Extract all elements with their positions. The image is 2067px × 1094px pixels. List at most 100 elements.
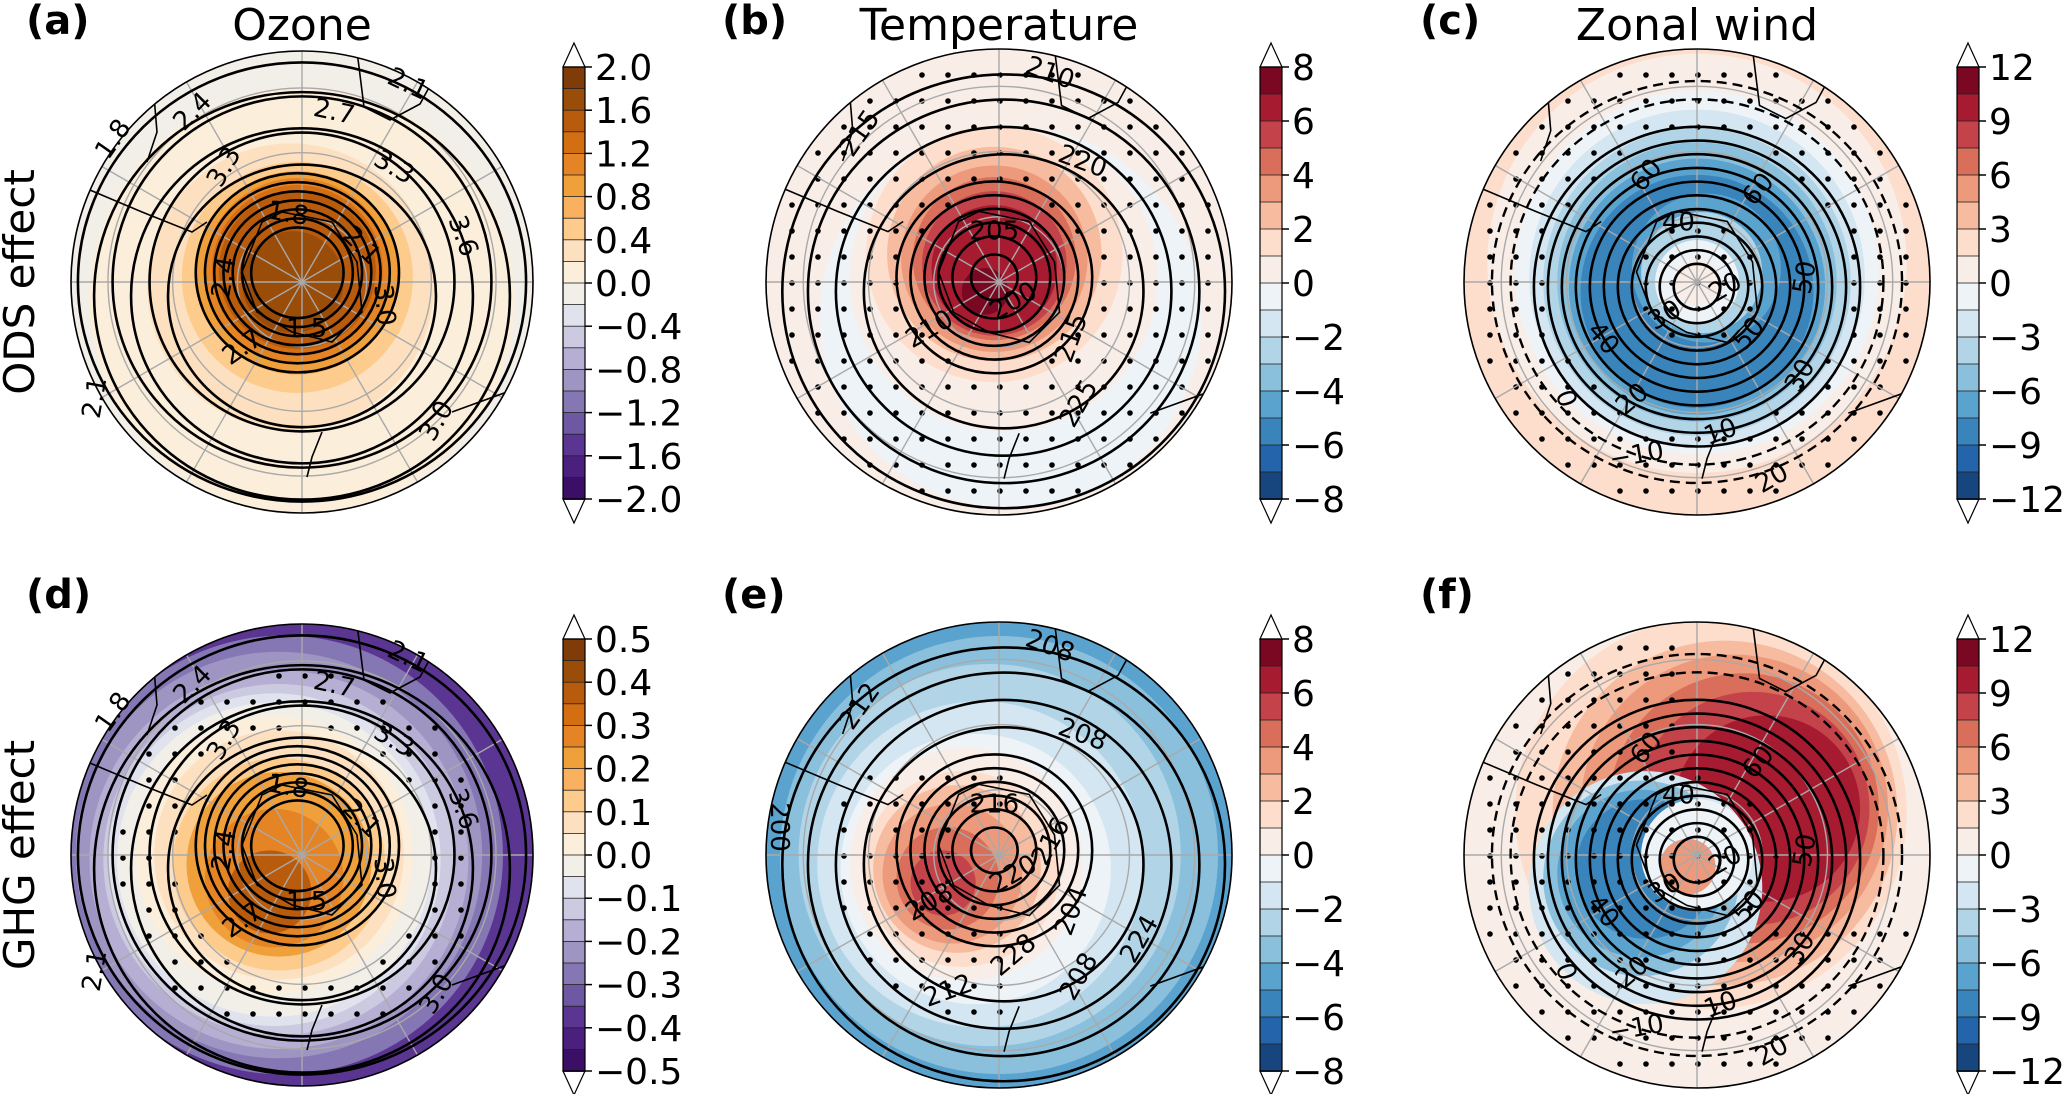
stipple-dot xyxy=(971,905,977,911)
stipple-dot xyxy=(1747,124,1753,130)
stipple-dot xyxy=(1487,254,1493,260)
stipple-dot xyxy=(893,905,899,911)
stipple-dot xyxy=(1903,228,1909,234)
colorbar-tick-label: 6 xyxy=(1292,674,1315,715)
stipple-dot xyxy=(815,332,821,338)
stipple-dot xyxy=(971,410,977,416)
colorbar-bin xyxy=(1956,773,1980,802)
contour-line xyxy=(92,90,512,501)
stipple-dot xyxy=(1669,488,1675,494)
colorbar-bin xyxy=(1259,228,1283,257)
stipple-dot xyxy=(1539,358,1545,364)
contour-line xyxy=(806,98,1201,485)
colorbar-bin xyxy=(1259,201,1283,230)
contour-line xyxy=(969,826,1019,875)
colorbar-tick-label: 0.2 xyxy=(595,750,652,791)
stipple-dot xyxy=(1049,72,1055,78)
stipple-dot xyxy=(1023,176,1029,182)
stipple-dot xyxy=(1617,645,1623,651)
colorbar-bin xyxy=(1956,638,1980,667)
map-area xyxy=(71,624,533,1086)
stipple-dot xyxy=(1825,176,1831,182)
stipple-dot xyxy=(276,985,282,991)
stipple-dot xyxy=(328,1011,334,1017)
stipple-dot xyxy=(1825,462,1831,468)
contour-line xyxy=(166,736,438,1002)
stipple-dot xyxy=(1617,1035,1623,1041)
panel-letter-e: (e) xyxy=(722,572,786,618)
stipple-dot xyxy=(945,384,951,390)
graticule xyxy=(1464,49,1930,515)
contour-label: 216 xyxy=(970,790,1020,820)
colorbar-bin xyxy=(562,304,586,328)
stipple-dot xyxy=(841,202,847,208)
contour-line xyxy=(834,698,1173,1031)
colorbar-bin xyxy=(1259,363,1283,392)
colorbar-bin xyxy=(1259,336,1283,365)
stipple-dot xyxy=(893,436,899,442)
stipple-dot xyxy=(1539,436,1545,442)
contour-line xyxy=(781,73,1227,510)
stipple-dot xyxy=(919,879,925,885)
stipple-dot xyxy=(1565,671,1571,677)
meridian-line xyxy=(1494,164,1900,400)
stipple-dot xyxy=(1591,853,1597,859)
stipple-dot xyxy=(1877,228,1883,234)
stipple-dot xyxy=(971,488,977,494)
colorbar-bin xyxy=(1259,935,1283,964)
contour-line xyxy=(222,199,373,347)
colorbar-extend-max xyxy=(562,41,586,68)
stipple-dot xyxy=(146,777,152,783)
contour-line xyxy=(834,125,1173,458)
stipple-dot xyxy=(841,306,847,312)
contour-line xyxy=(1658,248,1736,325)
stipple-dot xyxy=(1799,436,1805,442)
colorbar-bin xyxy=(1259,854,1283,883)
stipple-dot xyxy=(1877,983,1883,989)
colorbar-tick-label: 0 xyxy=(1989,836,2012,877)
colorbar: 12 9 6 3 0 −3 −6 −9 −12 xyxy=(1956,613,2065,1094)
stipple-dot xyxy=(1643,1061,1649,1067)
colorbar-bin xyxy=(1259,255,1283,284)
colorbar-extend-min xyxy=(562,498,586,525)
stipple-dot xyxy=(1539,697,1545,703)
stipple-dot xyxy=(1101,150,1107,156)
colorbar-bin xyxy=(1956,908,1980,937)
colorbar-tick-label: −2.0 xyxy=(595,480,682,521)
stipple-dot xyxy=(1487,905,1493,911)
stipple-dot xyxy=(1513,280,1519,286)
colorbar-bin xyxy=(562,789,586,813)
stipple-dot xyxy=(1205,254,1211,260)
stipple-dot xyxy=(893,983,899,989)
stipple-dot xyxy=(945,957,951,963)
stipple-dot xyxy=(1513,410,1519,416)
stipple-dot xyxy=(1487,280,1493,286)
panel-d-ozone-ghg: 2.12.71.82.43.33.33.61.82.12.42.73.01.53… xyxy=(70,613,682,1094)
stipple-dot xyxy=(919,358,925,364)
stipple-dot xyxy=(919,72,925,78)
latitude-circle xyxy=(107,660,497,1050)
colorbar-bin xyxy=(562,833,586,856)
stipple-dot xyxy=(1747,98,1753,104)
contour-line xyxy=(194,171,401,374)
stipple-dot xyxy=(1669,983,1675,989)
contour-label: 40 xyxy=(1662,207,1695,237)
contour-line xyxy=(92,663,512,1074)
stipple-dot xyxy=(1487,775,1493,781)
colorbar-bin xyxy=(1956,93,1980,122)
colorbar-bin xyxy=(562,131,586,155)
colorbar-tick-label: 4 xyxy=(1292,728,1315,769)
colorbar-bin xyxy=(562,941,586,964)
stipple-dot xyxy=(432,803,438,809)
stipple-dot xyxy=(919,931,925,937)
contour-line-negative xyxy=(1509,671,1885,1039)
stipple-dot xyxy=(971,462,977,468)
contour-line xyxy=(969,253,1019,302)
stipple-dot xyxy=(1851,931,1857,937)
stipple-dot xyxy=(380,699,386,705)
stipple-dot xyxy=(1049,202,1055,208)
stipple-dot xyxy=(458,829,464,835)
colorbar-bin xyxy=(562,725,586,748)
stipple-dot xyxy=(919,332,925,338)
stipple-dot xyxy=(1127,124,1133,130)
